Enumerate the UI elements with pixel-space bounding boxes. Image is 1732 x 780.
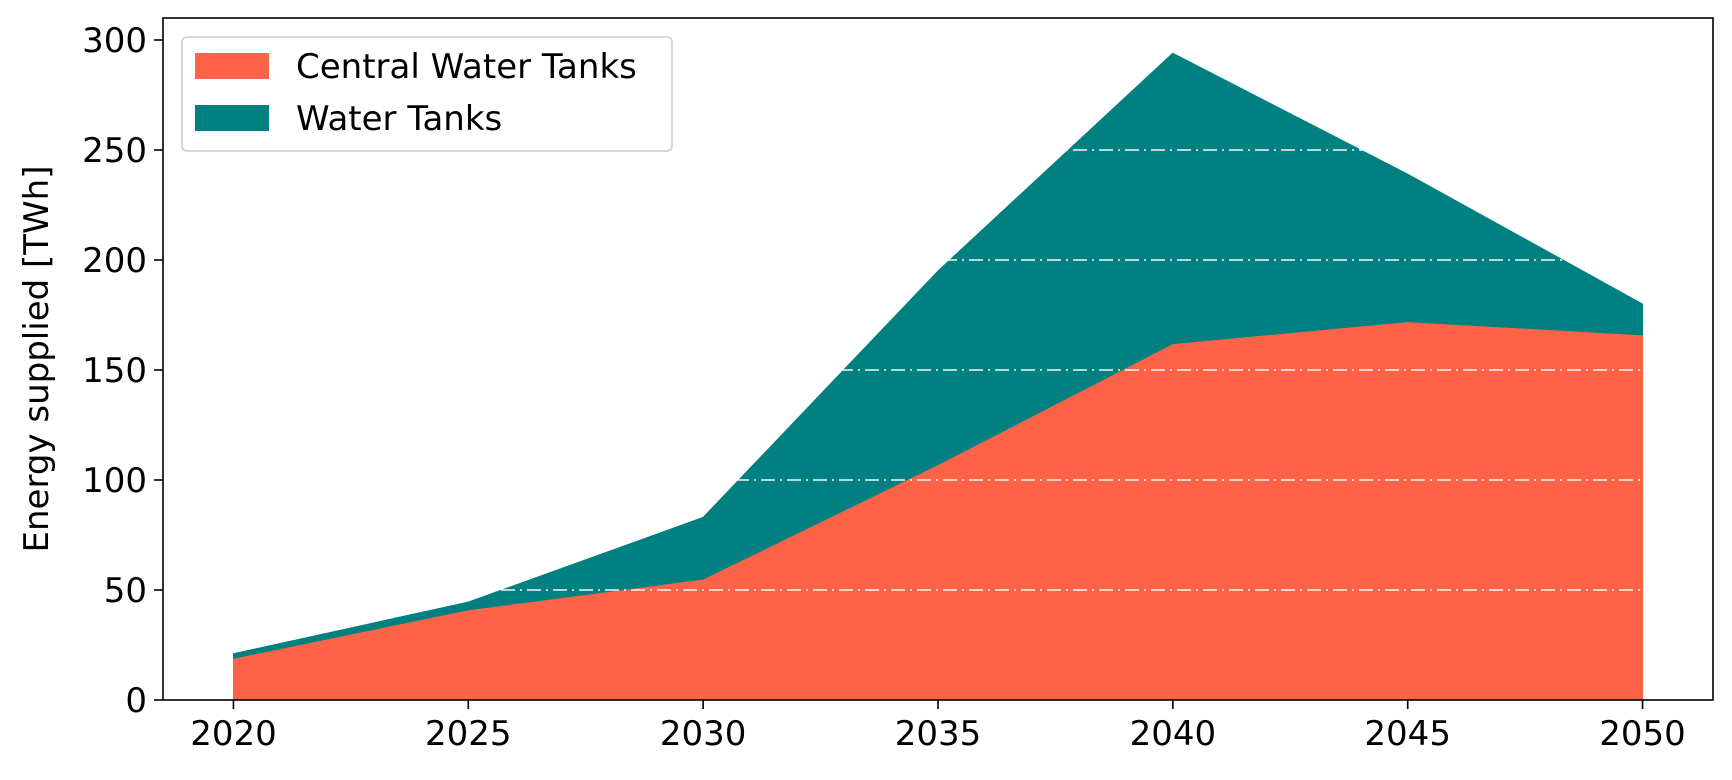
legend-label: Water Tanks [296, 99, 502, 139]
y-tick-label: 100 [82, 461, 147, 501]
y-tick-label: 300 [82, 21, 147, 61]
x-tick-label: 2050 [1599, 714, 1686, 754]
y-tick-label: 0 [125, 681, 147, 721]
legend: Central Water Tanks Water Tanks [181, 36, 673, 152]
x-tick-label: 2045 [1364, 714, 1451, 754]
area-series-1 [233, 52, 1643, 659]
legend-label: Central Water Tanks [296, 47, 637, 87]
y-axis-label: Energy supplied [TWh] [17, 166, 57, 553]
x-tick-label: 2020 [190, 714, 277, 754]
y-tick-label: 250 [82, 131, 147, 171]
x-tick-label: 2025 [425, 714, 512, 754]
x-tick-label: 2040 [1130, 714, 1217, 754]
x-tick-label: 2030 [660, 714, 747, 754]
x-axis: 2020 2025 2030 2035 2040 2045 2050 [190, 700, 1686, 754]
legend-frame [181, 36, 673, 152]
y-tick-label: 50 [104, 571, 147, 611]
y-tick-label: 200 [82, 241, 147, 281]
y-axis: 0 50 100 150 200 250 300 [82, 21, 163, 721]
y-tick-label: 150 [82, 351, 147, 391]
x-tick-label: 2035 [895, 714, 982, 754]
legend-swatch [195, 53, 269, 79]
legend-swatch [195, 105, 269, 131]
grid-layer [163, 39, 1713, 591]
